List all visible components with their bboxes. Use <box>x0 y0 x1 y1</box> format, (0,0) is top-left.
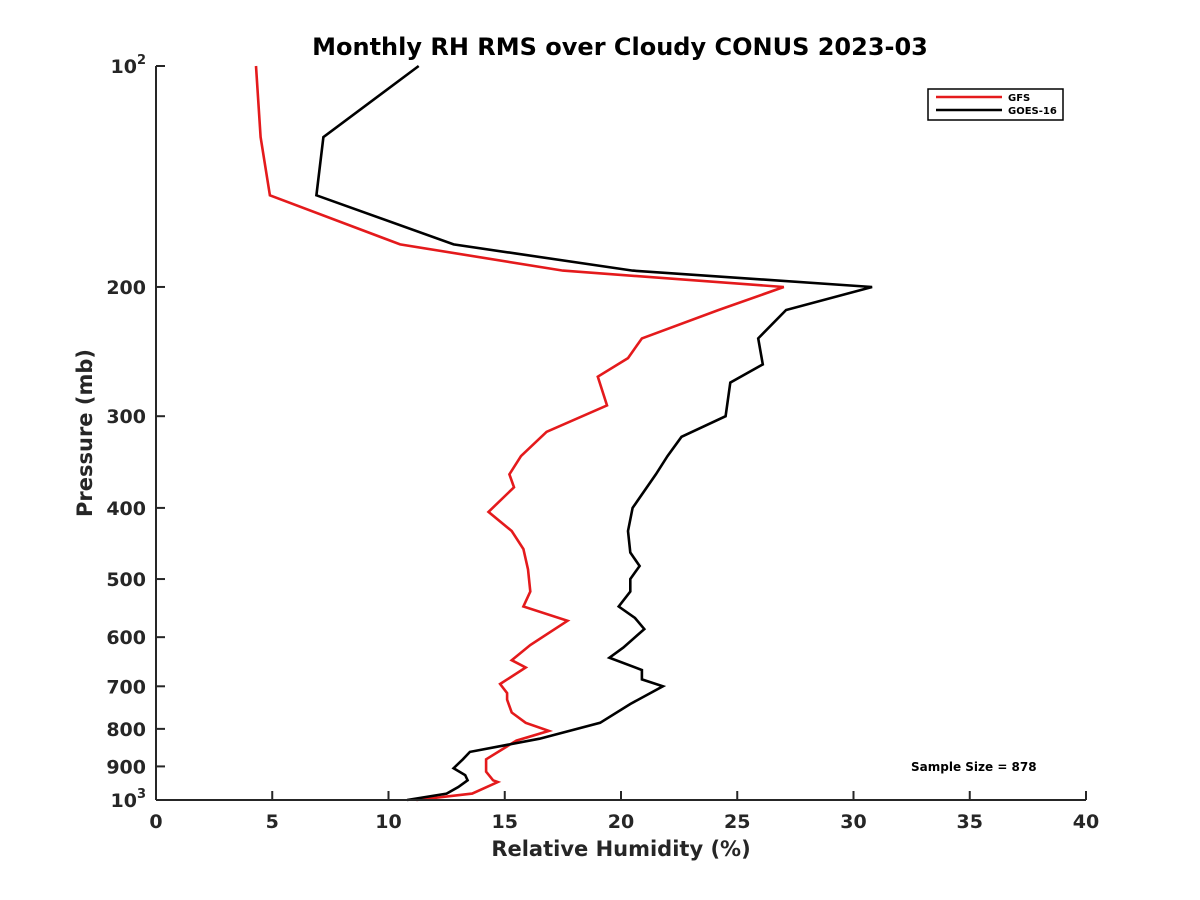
series-line-goes16 <box>314 64 873 802</box>
plot-area <box>254 64 873 802</box>
sample-size-annotation: Sample Size = 878 <box>911 760 1037 774</box>
y-tick-base: 10 <box>111 56 137 78</box>
x-tick-label: 0 <box>149 811 162 833</box>
legend-label-goes16: GOES-16 <box>1008 106 1057 117</box>
y-tick-label: 400 <box>106 498 146 520</box>
y-tick-label: 200 <box>106 277 146 299</box>
x-axis-label: Relative Humidity (%) <box>491 837 750 861</box>
x-tick-label: 35 <box>957 811 983 833</box>
y-tick-label: 600 <box>106 627 146 649</box>
y-tick-exponent: 3 <box>137 787 146 802</box>
chart-title: Monthly RH RMS over Cloudy CONUS 2023-03 <box>312 33 928 61</box>
y-tick-base: 10 <box>111 790 137 812</box>
x-tick-label: 20 <box>608 811 634 833</box>
x-tick-label: 30 <box>840 811 866 833</box>
y-tick-label: 102 <box>111 53 147 78</box>
y-tick-label: 103 <box>111 787 147 812</box>
x-tick-label: 15 <box>492 811 518 833</box>
x-tick-label: 40 <box>1073 811 1099 833</box>
y-tick-label: 500 <box>106 569 146 591</box>
x-tick-label: 25 <box>724 811 750 833</box>
legend-label-gfs: GFS <box>1008 93 1030 104</box>
y-tick-exponent: 2 <box>137 53 146 68</box>
y-axis-label: Pressure (mb) <box>73 349 97 517</box>
x-tick-label: 5 <box>266 811 279 833</box>
x-ticks: 0 5 10 15 20 25 30 35 40 <box>149 791 1099 833</box>
y-tick-label: 800 <box>106 719 146 741</box>
series-line-gfs <box>254 65 785 802</box>
legend: GFS GOES-16 <box>927 88 1064 121</box>
x-tick-label: 10 <box>375 811 401 833</box>
y-tick-label: 900 <box>106 756 146 778</box>
legend-box <box>927 88 1064 121</box>
y-tick-label: 300 <box>106 406 146 428</box>
y-tick-label: 700 <box>106 676 146 698</box>
